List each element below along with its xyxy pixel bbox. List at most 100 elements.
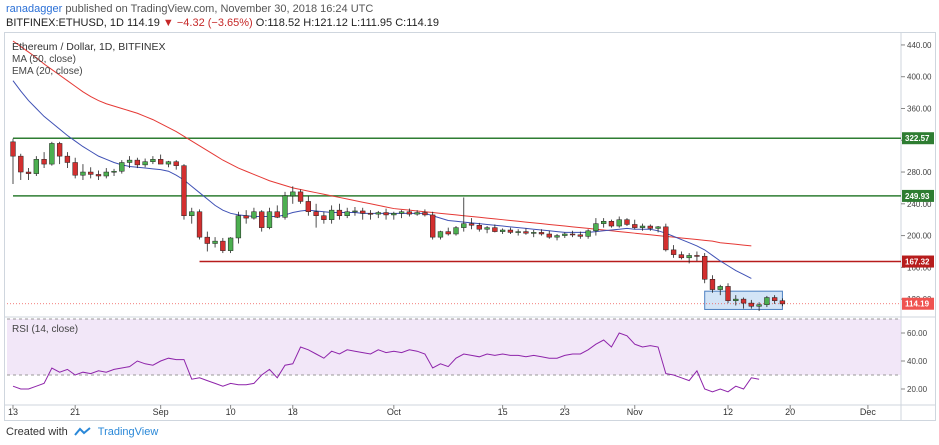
candle-body [360,210,366,214]
candle-body [655,226,661,229]
candle-body [414,212,420,215]
legend-ma: MA (50, close) [12,54,76,65]
candle-body [569,233,576,236]
candle [546,230,552,239]
candle-body [212,240,218,244]
time-tick-label: 23 [560,407,570,417]
candle-body [321,215,327,220]
candle [375,210,381,219]
candle-body [709,279,716,290]
candle-body [616,219,622,227]
candle [344,207,350,219]
candle [414,210,420,216]
candle [111,168,117,176]
candle-body [678,254,685,259]
time-tick-label: 20 [785,407,795,417]
candle-body [103,171,109,177]
candle [593,218,599,236]
candle-body [515,231,521,233]
author-link[interactable]: ranadagger [6,3,63,15]
candle-body [663,226,669,251]
candle-body [748,302,754,307]
candle-body [158,159,164,165]
candle-body [585,230,591,237]
candle [406,208,413,217]
candle-body [56,143,63,157]
candle [740,297,747,309]
candle-body [251,211,257,219]
candle [173,160,179,170]
candle-body [608,221,615,227]
candle-body [593,223,599,232]
rsi-tick-label: 40.00 [907,357,928,366]
candle-body [453,227,459,235]
candle [601,218,607,228]
candle-body [25,171,32,174]
candle [686,253,692,264]
publish-info: ranadagger published on TradingView.com,… [6,3,373,15]
candle [235,211,242,244]
candle [430,211,436,240]
candle [64,152,71,169]
candle [678,251,685,260]
candle-body [422,212,428,216]
candle-body [196,211,203,238]
candle-body [328,209,335,220]
candle-body [632,224,638,228]
candle [196,209,203,240]
candle [771,295,778,304]
candle-body [601,221,607,224]
candle [321,211,327,224]
candle-body [259,211,265,228]
candle-body [111,170,117,173]
legend-rsi: RSI (14, close) [12,324,79,335]
candle-body [639,225,646,228]
candle-body [88,171,94,175]
candle [126,156,133,169]
candle-body [430,214,436,238]
time-tick-label: Oct [387,407,402,417]
candle-body [64,155,71,163]
candle [33,156,39,176]
chart-frame[interactable]: 440.00400.00360.00320.00280.00240.00200.… [4,32,936,421]
candle-body [461,223,467,228]
candle [725,283,731,304]
candle-body [352,210,358,213]
candle-body [150,159,156,162]
candle [119,160,125,174]
series-line [12,80,752,279]
time-tick-label: 10 [226,407,236,417]
price-tick-label: 280.00 [907,168,932,177]
level-label: 167.32 [905,258,930,267]
candle-body [694,255,700,257]
candle-body [538,232,545,235]
candle-body [499,229,506,232]
candle-body [173,161,179,166]
price-tick-label: 440.00 [907,41,932,50]
candle [227,237,234,254]
level-tag [902,189,934,202]
candle [189,207,195,224]
candle [25,168,32,180]
candle-body [484,227,490,230]
candle [461,197,467,232]
candle [709,275,716,293]
price-chart[interactable]: 440.00400.00360.00320.00280.00240.00200.… [5,33,935,420]
candle [360,207,366,220]
candle-body [80,171,86,176]
candle [56,141,63,165]
candle [274,205,280,219]
price-tick-label: 160.00 [907,263,932,272]
candle-body [546,233,552,238]
candle [290,186,296,204]
candle-body [33,159,39,174]
candle [468,218,475,230]
candle [476,222,482,232]
rsi-line [12,332,760,393]
time-tick-label: 13 [8,407,18,417]
footer: Created with TradingView [6,426,158,438]
created-with-text: Created with [6,426,68,438]
time-tick-label: Dec [860,407,877,417]
tradingview-brand[interactable]: TradingView [97,426,159,438]
legend-ema: EMA (20, close) [12,66,83,77]
